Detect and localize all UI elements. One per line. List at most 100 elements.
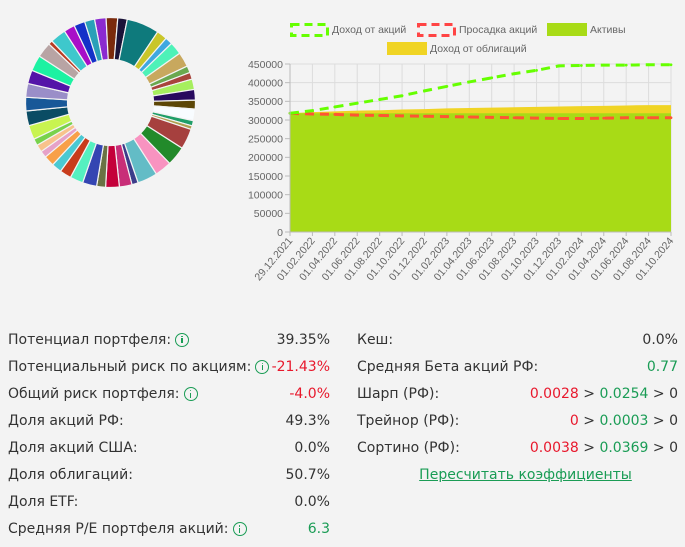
legend-swatch-assets [547, 23, 587, 36]
series-stock-drawdown-point[interactable] [557, 117, 561, 120]
y-tick-label: 300000 [248, 115, 283, 127]
legend-item-stock-drawdown[interactable]: Просадка акций [417, 23, 538, 37]
stat-value: 39.35% [276, 331, 330, 348]
series-stock-drawdown-point[interactable] [602, 116, 606, 120]
y-tick-label: 400000 [248, 77, 283, 89]
series-stock-drawdown-point[interactable] [647, 116, 650, 120]
stat-row-sortino: Сортино (РФ): 0.0038 > 0.0369 > 0 [357, 434, 678, 461]
series-stock-drawdown-point[interactable] [669, 116, 673, 120]
portfolio-stats-left: Потенциал портфеля: 39.35% Потенциальный… [8, 326, 330, 543]
series-stock-drawdown-point[interactable] [490, 115, 494, 119]
stat-value: 0.0% [294, 494, 330, 511]
stat-value: -21.43% [271, 358, 330, 375]
series-stock-income-point[interactable] [579, 64, 583, 67]
stat-value: 0 > 0.0003 > 0 [570, 413, 678, 429]
stat-row-etf-share: Доля ETF: 0.0% [8, 489, 330, 516]
stat-value: 49.3% [285, 412, 330, 429]
y-tick-label: 0 [277, 227, 283, 239]
stat-label: Средняя Бета акций РФ: [357, 358, 539, 375]
series-stock-drawdown-point[interactable] [624, 116, 628, 120]
stat-label: Доля ETF: [8, 494, 79, 511]
series-stock-income-point[interactable] [400, 94, 404, 98]
series-stock-drawdown-point[interactable] [467, 115, 471, 119]
recalculate-ratios-link[interactable]: Пересчитать коэффициенты [419, 467, 632, 484]
stat-label: Средняя P/E портфеля акций: [8, 521, 229, 538]
series-stock-income-point[interactable] [378, 98, 382, 101]
ratio-sep: > [578, 385, 600, 402]
series-stock-income-point[interactable] [647, 63, 650, 67]
legend-swatch-stock-income [290, 23, 329, 37]
stat-row-beta: Средняя Бета акций РФ: 0.77 [357, 353, 678, 380]
info-icon[interactable] [232, 522, 247, 537]
series-stock-income-point[interactable] [355, 101, 359, 105]
series-stock-income-point[interactable] [602, 63, 606, 67]
stat-label: Доля акций США: [8, 439, 138, 456]
series-stock-income-point[interactable] [333, 105, 337, 109]
legend-swatch-bond-income [387, 42, 427, 55]
series-stock-income-point[interactable] [624, 63, 628, 67]
series-stock-drawdown-point[interactable] [445, 115, 449, 119]
stat-row-ru-stocks-share: Доля акций РФ: 49.3% [8, 407, 330, 434]
stat-value: -4.0% [289, 385, 330, 402]
stat-label: Кеш: [357, 331, 394, 348]
series-stock-drawdown-point[interactable] [355, 113, 359, 117]
stat-row-sharpe: Шарп (РФ): 0.0028 > 0.0254 > 0 [357, 380, 678, 407]
series-stock-drawdown-point[interactable] [378, 114, 382, 117]
stat-row-potential: Потенциал портфеля: 39.35% [8, 326, 330, 353]
series-stock-drawdown-point[interactable] [311, 112, 314, 116]
series-stock-income-point[interactable] [445, 85, 449, 88]
stat-label: Доля акций РФ: [8, 412, 124, 429]
info-icon[interactable] [255, 359, 270, 374]
legend-item-assets[interactable]: Активы [547, 23, 626, 36]
stat-value: 0.0% [642, 331, 678, 348]
stat-row-bonds-share: Доля облигаций: 50.7% [8, 461, 330, 488]
ratio-benchmark: 0.0003 [599, 412, 649, 429]
series-stock-drawdown-point[interactable] [400, 114, 404, 118]
stat-label: Потенциальный риск по акциям: [8, 358, 252, 375]
series-stock-income-point[interactable] [490, 76, 494, 80]
stat-row-stock-risk: Потенциальный риск по акциям: -21.43% [8, 353, 330, 380]
series-stock-income-point[interactable] [512, 72, 516, 76]
series-stock-income-point[interactable] [423, 89, 426, 93]
legend-label-stock-drawdown: Просадка акций [459, 24, 537, 36]
series-stock-income-point[interactable] [535, 68, 538, 72]
series-stock-income-point[interactable] [311, 109, 314, 113]
series-stock-income-point[interactable] [467, 80, 471, 84]
series-stock-drawdown-point[interactable] [512, 116, 516, 120]
series-assets-area [290, 113, 671, 232]
series-stock-drawdown-point[interactable] [535, 116, 538, 120]
stat-row-us-stocks-share: Доля акций США: 0.0% [8, 434, 330, 461]
donut-slice[interactable] [83, 18, 104, 63]
legend-label-bond-income: Доход от облигаций [430, 43, 527, 55]
ratio-portfolio: 0.0038 [529, 439, 579, 456]
info-icon[interactable] [183, 386, 198, 401]
series-stock-income-point[interactable] [669, 63, 673, 67]
legend-item-stock-income[interactable]: Доход от акций [290, 23, 407, 37]
stat-row-total-risk: Общий риск портфеля: -4.0% [8, 380, 330, 407]
series-stock-drawdown-point[interactable] [423, 114, 426, 118]
legend-swatch-stock-drawdown [417, 23, 456, 37]
recalc-row: Пересчитать коэффициенты [357, 461, 678, 488]
stat-value: 6.3 [307, 521, 330, 538]
series-stock-drawdown-point[interactable] [579, 117, 583, 120]
legend-item-bond-income[interactable]: Доход от облигаций [387, 42, 527, 55]
y-tick-label: 150000 [248, 171, 283, 183]
ratio-portfolio: 0.0028 [529, 385, 579, 402]
stat-label: Сортино (РФ): [357, 439, 460, 456]
series-stock-income-point[interactable] [557, 64, 561, 68]
ratio-sep: > [578, 439, 600, 456]
stat-value: 0.77 [646, 358, 678, 375]
stat-label: Шарп (РФ): [357, 385, 440, 402]
ratio-sep: > [578, 412, 600, 429]
info-icon[interactable] [175, 332, 190, 347]
legend-label-stock-income: Доход от акций [332, 24, 406, 36]
y-tick-label: 200000 [248, 152, 283, 164]
ratio-benchmark: 0.0254 [599, 385, 649, 402]
stat-row-cash: Кеш: 0.0% [357, 326, 678, 353]
y-tick-label: 450000 [248, 59, 283, 71]
chart-y-axis: 450000 400000 350000 300000 250000 200000 1500… [248, 59, 291, 239]
stat-value: 0.0038 > 0.0369 > 0 [530, 440, 678, 456]
stat-row-avg-pe: Средняя P/E портфеля акций: 6.3 [8, 516, 330, 543]
chart-areas [290, 105, 671, 232]
series-stock-drawdown-point[interactable] [333, 113, 337, 116]
